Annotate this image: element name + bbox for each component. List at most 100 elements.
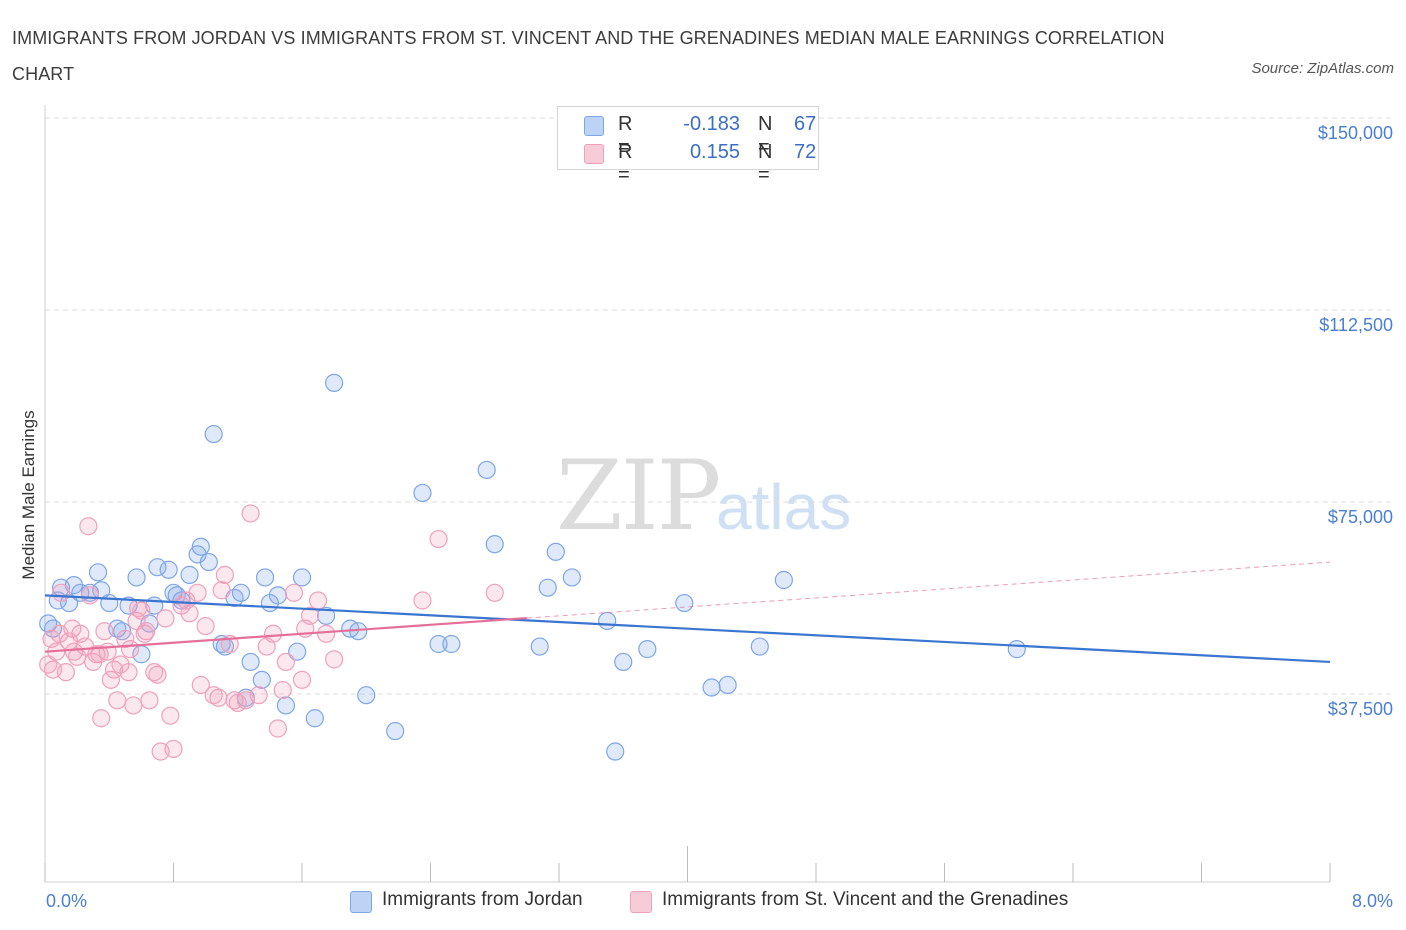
point-jordan <box>172 591 191 610</box>
watermark-atlas: atlas <box>716 471 852 543</box>
point-jordan <box>255 568 275 587</box>
point-jordan <box>614 652 633 672</box>
y-tick-label: $75,000 <box>1328 507 1393 527</box>
point-jordan <box>357 686 376 705</box>
point-stvincent <box>209 688 228 707</box>
point-jordan <box>429 634 448 654</box>
chart-title: IMMIGRANTS FROM JORDAN VS IMMIGRANTS FRO… <box>12 28 1165 84</box>
correlation-legend: R = -0.183 N = 67 R = 0.155 N = 72 <box>557 106 819 186</box>
y-tick-label: $112,500 <box>1319 315 1393 335</box>
point-stvincent <box>124 696 143 715</box>
trend-lines <box>44 561 1331 664</box>
point-stvincent <box>156 609 175 628</box>
point-stvincent <box>64 642 84 661</box>
point-stvincent <box>51 583 71 602</box>
point-jordan <box>1007 640 1026 659</box>
point-stvincent <box>137 622 156 641</box>
point-jordan <box>148 558 167 577</box>
point-jordan <box>386 721 405 741</box>
series-swatch-stvincent <box>630 891 652 913</box>
point-jordan <box>231 583 251 602</box>
series-label-stvincent: Immigrants from St. Vincent and the Gren… <box>662 889 1069 910</box>
point-stvincent <box>129 599 148 618</box>
point-stvincent <box>196 616 215 636</box>
point-jordan <box>276 696 296 715</box>
point-jordan <box>159 560 178 579</box>
point-stvincent <box>39 655 58 674</box>
point-stvincent <box>119 663 138 682</box>
point-jordan <box>442 634 461 654</box>
data-points <box>39 373 1026 761</box>
point-jordan <box>774 570 793 590</box>
point-jordan <box>39 614 58 633</box>
point-jordan <box>241 652 260 672</box>
legend-r-label: R = <box>618 141 633 186</box>
point-stvincent <box>101 670 120 689</box>
legend-n-value-jordan: 67 <box>794 113 817 135</box>
trend-line-stvincent <box>44 616 527 653</box>
point-jordan <box>702 678 721 697</box>
point-jordan <box>718 675 737 695</box>
point-stvincent <box>263 624 283 643</box>
y-axis-label: Median Male Earnings <box>19 410 38 579</box>
point-stvincent <box>316 624 336 643</box>
point-stvincent <box>145 663 164 682</box>
point-jordan <box>88 563 108 582</box>
trend-line-jordan <box>44 594 1331 664</box>
series-label-jordan: Immigrants from Jordan <box>382 889 583 910</box>
point-jordan <box>199 552 218 572</box>
point-jordan <box>562 568 581 587</box>
point-jordan <box>252 670 271 689</box>
point-jordan <box>167 586 186 605</box>
point-stvincent <box>148 665 167 684</box>
point-stvincent <box>191 675 210 695</box>
x-tick-label: 0.0% <box>46 891 87 911</box>
point-stvincent <box>116 629 135 648</box>
point-stvincent <box>413 591 432 610</box>
point-stvincent <box>121 640 140 659</box>
point-stvincent <box>268 719 288 738</box>
legend-n-label: N = <box>758 113 773 158</box>
point-stvincent <box>276 652 296 672</box>
point-stvincent <box>241 504 260 523</box>
point-jordan <box>538 578 557 597</box>
point-stvincent <box>284 583 304 602</box>
point-jordan <box>477 460 496 480</box>
point-jordan <box>305 709 324 728</box>
watermark-zip: ZIP <box>556 440 721 552</box>
point-stvincent <box>204 686 223 705</box>
point-jordan <box>180 565 199 584</box>
point-stvincent <box>92 709 111 728</box>
series-swatch-jordan <box>350 891 372 913</box>
point-stvincent <box>56 663 75 682</box>
point-jordan <box>316 606 336 625</box>
point-stvincent <box>273 680 292 700</box>
point-jordan <box>127 568 146 587</box>
point-stvincent <box>308 591 328 610</box>
trend-line-stvincent-extension <box>526 561 1331 619</box>
point-jordan <box>191 537 210 556</box>
legend-n-label: N = <box>758 141 773 186</box>
point-jordan <box>598 611 617 631</box>
point-jordan <box>546 542 565 561</box>
gridlines <box>45 117 1395 695</box>
point-stvincent <box>98 642 117 661</box>
legend-swatch-jordan <box>584 116 604 136</box>
point-jordan <box>750 637 769 656</box>
point-jordan <box>675 593 694 613</box>
point-stvincent <box>79 517 98 536</box>
y-tick-label: $37,500 <box>1328 699 1393 719</box>
point-stvincent <box>180 604 199 623</box>
point-stvincent <box>249 686 268 705</box>
point-stvincent <box>80 586 100 605</box>
point-stvincent <box>164 739 183 759</box>
point-stvincent <box>161 706 180 725</box>
axis-labels: $150,000 $112,500 $75,000 $37,500 0.0% 8.0% Me… <box>19 123 1393 911</box>
point-stvincent <box>215 565 234 584</box>
x-tick-label: 8.0% <box>1352 891 1393 911</box>
point-jordan <box>606 742 625 761</box>
point-stvincent <box>188 583 207 602</box>
point-stvincent <box>95 622 114 641</box>
legend-r-label: R = <box>618 113 633 158</box>
